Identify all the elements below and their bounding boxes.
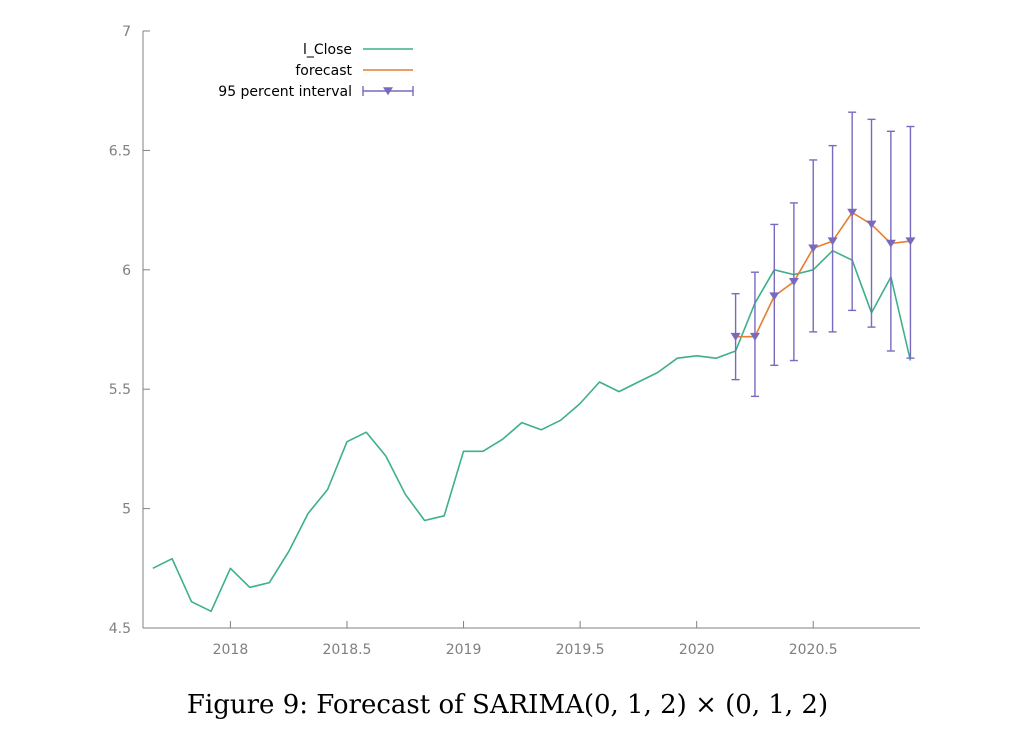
interval-point <box>885 239 896 248</box>
interval-point <box>827 237 838 246</box>
interval-point <box>730 332 741 341</box>
x-tick-label: 2019.5 <box>556 642 605 658</box>
forecast-chart: 4.5 5 5.5 6 6.5 7 2018 2018.5 2019 2019.5 2020 2020… <box>109 24 920 658</box>
interval-point <box>866 220 877 229</box>
legend-label: 95 percent interval <box>218 84 352 100</box>
interval-point <box>749 332 760 341</box>
interval-point <box>788 277 799 286</box>
legend-label: l_Close <box>303 42 352 58</box>
x-tick-label: 2019 <box>446 642 482 658</box>
interval-point <box>769 292 780 301</box>
interval-point <box>808 244 819 253</box>
x-tick-label: 2020 <box>679 642 715 658</box>
y-tick-label: 5.5 <box>109 382 131 398</box>
interval-point <box>847 208 858 217</box>
y-tick-label: 4.5 <box>109 621 131 637</box>
x-tick-label: 2018 <box>213 642 249 658</box>
plot-area <box>152 111 916 613</box>
series-line-l-close <box>152 249 912 613</box>
y-tick-label: 7 <box>122 24 131 40</box>
x-tick-label: 2018.5 <box>322 642 371 658</box>
interval-point <box>905 237 916 246</box>
legend: l_Close forecast 95 percent interval <box>218 42 414 100</box>
x-tick-label: 2020.5 <box>789 642 838 658</box>
y-tick-label: 6.5 <box>109 143 131 159</box>
chart-axes <box>142 31 920 629</box>
y-tick-label: 6 <box>122 263 131 279</box>
legend-swatch-marker <box>383 87 393 96</box>
series-line-forecast <box>735 211 911 338</box>
y-tick-label: 5 <box>122 502 131 518</box>
chart-ticks: 4.5 5 5.5 6 6.5 7 2018 2018.5 2019 2019.5 2020 2020… <box>109 24 838 658</box>
figure-caption: Figure 9: Forecast of SARIMA(0, 1, 2) × … <box>186 690 829 720</box>
legend-label: forecast <box>295 63 352 79</box>
